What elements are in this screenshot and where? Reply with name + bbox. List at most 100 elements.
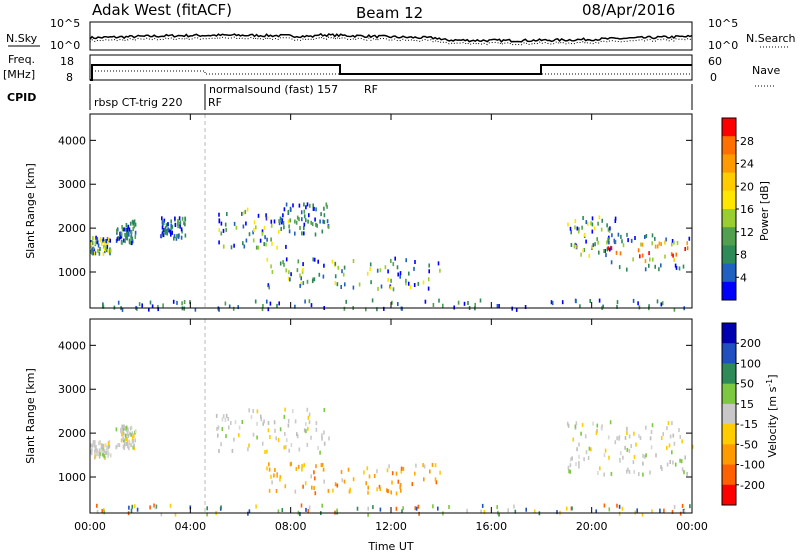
velocity-cell xyxy=(320,463,323,468)
power-cell xyxy=(285,268,287,273)
power-cell xyxy=(369,267,371,271)
power-cell xyxy=(292,203,294,208)
velocity-cell xyxy=(641,512,644,517)
power-cell xyxy=(576,226,579,231)
power-cell xyxy=(313,257,316,262)
cpid-segment-1: rbsp CT-trig 220 xyxy=(94,96,182,109)
velocity-cell xyxy=(102,447,105,452)
velocity-cell xyxy=(122,431,125,436)
power-cell xyxy=(457,300,460,305)
velocity-cell xyxy=(575,421,578,426)
velocity-cell xyxy=(268,488,271,493)
velocity-cell xyxy=(305,507,307,512)
velocity-cell xyxy=(575,462,577,467)
velocity-cell xyxy=(689,504,691,509)
power-cell xyxy=(252,230,254,235)
power-cell xyxy=(390,258,392,263)
velocity-cell xyxy=(321,503,323,508)
power-cell xyxy=(645,234,648,238)
velocity-cell xyxy=(308,420,311,425)
velocity-cell xyxy=(124,438,126,443)
velocity-xtick-label: 04:00 xyxy=(174,520,206,533)
power-cell xyxy=(233,221,236,226)
power-cell xyxy=(569,226,572,231)
power-cell xyxy=(299,283,301,288)
velocity-cell xyxy=(310,435,312,440)
velocity-cell xyxy=(620,451,622,456)
cpid-segment-2: normalsound (fast) 157 xyxy=(209,83,338,96)
velocity-cell xyxy=(595,430,598,435)
velocity-cell xyxy=(248,443,250,448)
power-cell xyxy=(171,230,173,235)
velocity-cell xyxy=(104,450,106,455)
power-cell xyxy=(474,302,476,307)
power-cell xyxy=(253,220,256,225)
velocity-cell xyxy=(216,427,218,431)
velocity-cell xyxy=(298,447,301,452)
power-cell xyxy=(390,285,392,290)
velocity-cell xyxy=(126,429,129,434)
velocity-cell xyxy=(624,445,626,450)
power-cell xyxy=(254,299,257,304)
velocity-cell xyxy=(626,426,628,431)
power-cell xyxy=(183,306,185,311)
power-cell xyxy=(273,219,276,224)
power-cell xyxy=(130,230,133,235)
power-cell xyxy=(178,216,181,221)
velocity-cell xyxy=(367,512,369,517)
velocity-cell xyxy=(628,448,631,453)
velocity-cell xyxy=(104,443,107,448)
velocity-cell xyxy=(315,464,317,469)
velocity-ytick-label: 4000 xyxy=(58,339,86,352)
power-cell xyxy=(283,262,285,267)
velocity-cell xyxy=(115,444,118,449)
power-cell xyxy=(288,224,290,229)
power-cell xyxy=(255,245,258,250)
power-cell xyxy=(170,219,172,224)
velocity-cell xyxy=(125,425,128,430)
velocity-cell xyxy=(297,464,300,469)
velocity-cell xyxy=(94,449,96,454)
velocity-colorbar-label: 200 xyxy=(740,337,761,350)
velocity-cell xyxy=(281,508,284,512)
power-cell xyxy=(376,307,378,312)
velocity-cell xyxy=(266,449,268,454)
power-cell xyxy=(588,253,591,258)
power-cell xyxy=(424,299,427,304)
velocity-colorbar-label: 50 xyxy=(740,378,754,391)
velocity-cell xyxy=(365,481,367,486)
velocity-cell xyxy=(671,421,673,426)
velocity-cell xyxy=(327,488,330,493)
power-cell xyxy=(276,245,278,250)
power-cell xyxy=(167,222,169,227)
power-cell xyxy=(93,251,95,256)
velocity-cell xyxy=(107,445,109,450)
freq-label-line1: Freq. xyxy=(8,53,35,66)
power-cell xyxy=(164,227,166,232)
velocity-cell xyxy=(578,464,580,469)
power-cell xyxy=(391,300,393,305)
power-cell xyxy=(222,244,225,249)
power-cell xyxy=(594,242,596,247)
velocity-cell xyxy=(91,448,93,453)
velocity-cell xyxy=(592,421,594,426)
power-cell xyxy=(582,248,584,253)
velocity-cell xyxy=(399,485,401,490)
power-cell xyxy=(401,306,403,311)
velocity-cell xyxy=(367,506,369,511)
velocity-cell xyxy=(255,504,257,509)
power-cell xyxy=(637,248,640,253)
power-cell xyxy=(641,253,644,258)
velocity-cell xyxy=(429,469,431,474)
power-cell xyxy=(263,225,266,230)
power-cell xyxy=(614,219,617,223)
velocity-cell xyxy=(267,421,270,425)
power-cell xyxy=(218,307,220,312)
power-cell xyxy=(661,301,664,306)
velocity-cell xyxy=(238,433,240,438)
power-cell xyxy=(294,231,296,236)
velocity-cell xyxy=(248,509,251,514)
power-cell xyxy=(161,225,164,230)
power-colorbar-label: 8 xyxy=(740,249,747,262)
